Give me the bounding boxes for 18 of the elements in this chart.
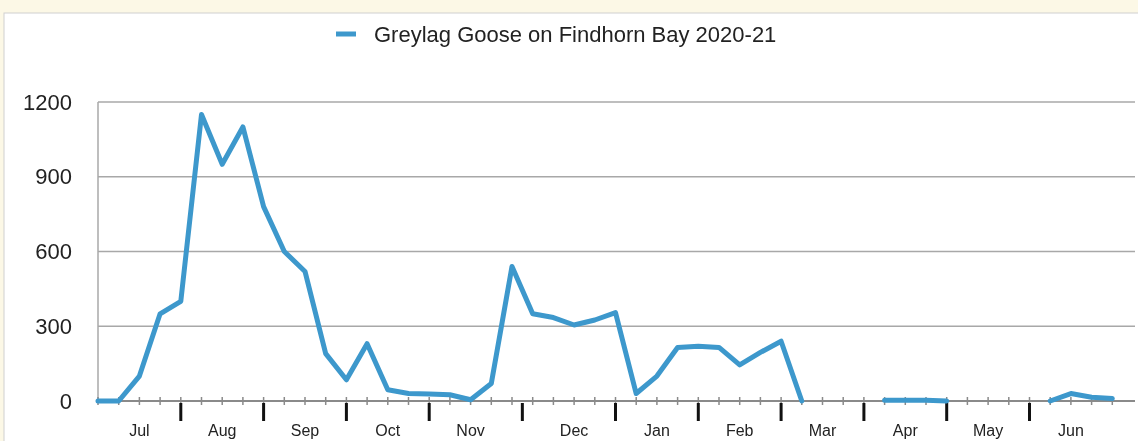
- y-tick-label: 1200: [23, 89, 72, 115]
- x-tick-label: Jul: [129, 422, 150, 439]
- legend-label: Greylag Goose on Findhorn Bay 2020-21: [374, 21, 777, 47]
- x-tick-label: Aug: [207, 422, 237, 439]
- x-tick-label: Oct: [375, 422, 401, 439]
- x-tick-label: Jan: [644, 422, 670, 439]
- x-tick-label: Mar: [808, 422, 837, 439]
- y-tick-label: 0: [59, 388, 72, 414]
- x-tick-label: Nov: [456, 422, 485, 439]
- y-tick-label: 900: [35, 164, 72, 190]
- x-tick-label: Sep: [290, 422, 320, 439]
- y-tick-label: 300: [35, 313, 72, 339]
- x-tick-label: Apr: [892, 422, 919, 439]
- x-tick-label: May: [972, 422, 1004, 439]
- x-tick-label: Feb: [725, 422, 754, 439]
- x-tick-label: Jun: [1058, 422, 1084, 439]
- x-tick-label: Dec: [559, 422, 589, 439]
- y-tick-label: 600: [35, 239, 72, 265]
